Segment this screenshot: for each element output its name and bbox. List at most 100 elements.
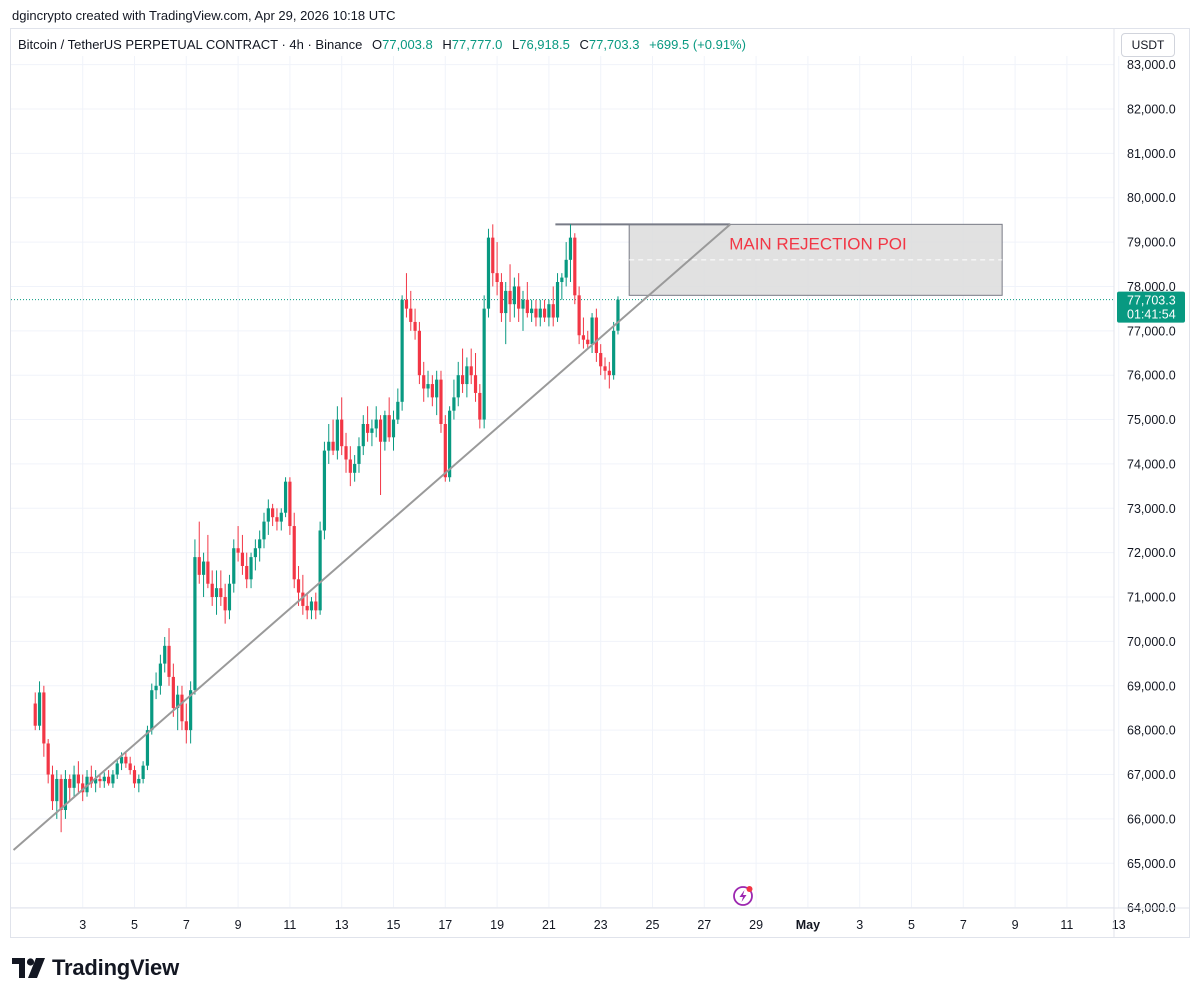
candle — [586, 330, 590, 349]
candle-body — [448, 410, 452, 478]
candles — [33, 224, 620, 833]
candle — [193, 539, 197, 695]
candle — [366, 406, 370, 442]
chart-credit: dgincrypto created with TradingView.com,… — [12, 8, 396, 23]
candle-body — [150, 690, 154, 731]
candle-body — [124, 756, 128, 764]
lightning-icon-bolt — [739, 890, 747, 902]
candle-body — [404, 299, 409, 309]
candle-body — [33, 703, 37, 726]
candle — [197, 521, 201, 584]
candle — [305, 592, 309, 620]
candle — [76, 761, 80, 793]
candle-body — [279, 512, 283, 522]
candle-body — [94, 778, 98, 784]
y-tick-label: 65,000.0 — [1127, 857, 1176, 871]
candle-body — [266, 508, 270, 522]
candle — [154, 672, 158, 700]
candle — [348, 446, 352, 487]
candle-body — [309, 601, 314, 611]
candle — [249, 552, 253, 589]
low-value: 76,918.5 — [519, 37, 570, 52]
candle — [50, 765, 55, 811]
candle-body — [607, 370, 611, 376]
x-tick-label: 11 — [1060, 918, 1073, 932]
candle-body — [288, 481, 292, 527]
candle — [275, 508, 279, 531]
candle-body — [314, 601, 318, 611]
candle-body — [171, 676, 175, 708]
candle-body — [426, 384, 430, 389]
tradingview-logo[interactable]: TradingView — [12, 955, 179, 981]
candle-body — [292, 526, 296, 580]
candle — [137, 774, 141, 793]
candle-body — [417, 330, 421, 376]
candle — [331, 419, 335, 456]
candle-body — [327, 441, 331, 451]
y-tick-label: 75,000.0 — [1127, 413, 1176, 427]
x-tick-label: 27 — [697, 918, 711, 932]
candle-body — [210, 583, 214, 598]
symbol-header: Bitcoin / TetherUS PERPETUAL CONTRACT · … — [18, 37, 746, 52]
y-tick-label: 68,000.0 — [1127, 724, 1176, 738]
candle — [322, 441, 327, 540]
candle-body — [223, 597, 227, 611]
high-label: H — [442, 37, 452, 52]
lightning-icon[interactable] — [733, 886, 753, 906]
candle — [94, 770, 98, 793]
candle — [279, 508, 283, 531]
candle-body — [374, 419, 378, 429]
candle — [37, 681, 42, 731]
x-tick-label: 13 — [1112, 918, 1126, 932]
candle — [314, 592, 318, 620]
candle — [158, 654, 162, 695]
candle-body — [167, 645, 171, 677]
candle-body — [460, 375, 465, 385]
candle — [361, 415, 365, 456]
candle-body — [50, 774, 55, 802]
candle — [430, 375, 434, 407]
candle-body — [581, 335, 586, 340]
candle — [590, 313, 594, 354]
x-tick-label: 5 — [908, 918, 915, 932]
candle — [370, 419, 374, 447]
candle — [374, 406, 378, 438]
candle-body — [590, 317, 594, 345]
candle-body — [128, 763, 132, 771]
candle-body — [253, 548, 257, 558]
chart-frame — [10, 28, 1190, 938]
candle — [63, 770, 68, 819]
candle — [564, 242, 568, 287]
candle-body — [76, 774, 80, 784]
candle — [102, 772, 106, 788]
candle-body — [586, 339, 590, 345]
y-tick-label: 74,000.0 — [1127, 457, 1176, 471]
candle-body — [262, 521, 266, 540]
candle — [301, 574, 305, 615]
candle-body — [145, 730, 150, 766]
candle-body — [603, 366, 607, 371]
tradingview-logo-text: TradingView — [52, 955, 179, 980]
candle — [551, 286, 555, 327]
candle-body — [322, 450, 327, 531]
candle — [262, 512, 266, 549]
y-tick-label: 67,000.0 — [1127, 768, 1176, 782]
tradingview-logo-icon — [12, 958, 45, 978]
candle-body — [473, 375, 478, 393]
candle-body — [193, 557, 197, 691]
candle-body — [435, 379, 439, 398]
candle-body — [594, 317, 598, 354]
candle-body — [387, 415, 391, 438]
y-tick-label: 82,000.0 — [1127, 102, 1176, 116]
candle-body — [46, 743, 50, 775]
candle-body — [72, 774, 76, 788]
candle — [214, 570, 219, 615]
currency-button[interactable]: USDT — [1121, 33, 1175, 57]
last-price-countdown: 01:41:54 — [1127, 308, 1176, 322]
candle-body — [296, 579, 301, 593]
candle — [81, 774, 85, 802]
candle — [309, 597, 314, 620]
x-tick-label: 23 — [594, 918, 608, 932]
candle-body — [37, 692, 42, 726]
